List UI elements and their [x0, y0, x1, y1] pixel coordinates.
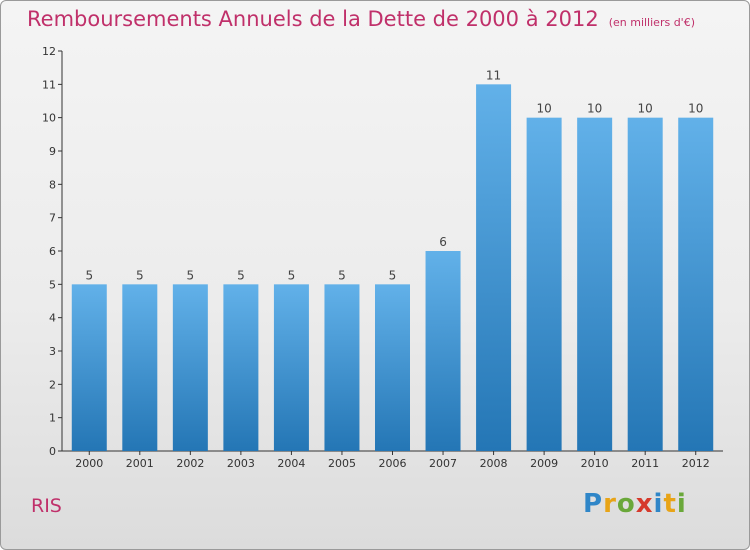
- x-tick-label-2005: 2005: [328, 457, 356, 470]
- data-label-2004: 5: [288, 268, 296, 282]
- bar-2004: [273, 284, 309, 451]
- data-label-2012: 10: [688, 102, 703, 116]
- y-tick-label: 1: [49, 412, 56, 425]
- logo-letter: o: [616, 489, 636, 519]
- x-tick-label-2011: 2011: [631, 457, 659, 470]
- x-tick-label-2004: 2004: [277, 457, 305, 470]
- y-tick-label: 11: [42, 78, 56, 91]
- data-label-2000: 5: [85, 268, 93, 282]
- y-tick-label: 4: [49, 312, 56, 325]
- x-tick-label-2000: 2000: [75, 457, 103, 470]
- logo-letter: r: [603, 489, 617, 519]
- data-label-2007: 6: [439, 235, 447, 249]
- x-tick-label-2003: 2003: [227, 457, 255, 470]
- x-tick-label-2002: 2002: [176, 457, 204, 470]
- bar-2008: [476, 84, 512, 451]
- city-name: RIS: [31, 495, 62, 517]
- chart-title-row: Remboursements Annuels de la Dette de 20…: [27, 7, 695, 31]
- y-tick-label: 9: [49, 145, 56, 158]
- data-label-2009: 10: [536, 102, 551, 116]
- y-tick-label: 6: [49, 245, 56, 258]
- x-tick-label-2008: 2008: [480, 457, 508, 470]
- logo-letter: t: [663, 489, 677, 519]
- chart-bars: [71, 84, 714, 452]
- logo-letter: x: [635, 489, 654, 519]
- chart-unit: (en milliers d'€): [608, 16, 695, 29]
- bar-2007: [425, 251, 461, 451]
- data-label-2010: 10: [587, 102, 602, 116]
- bar-2012: [678, 117, 714, 452]
- y-tick-label: 10: [42, 112, 56, 125]
- bar-2006: [375, 284, 410, 451]
- chart-title: Remboursements Annuels de la Dette de 20…: [27, 7, 599, 31]
- data-label-2008: 11: [486, 68, 501, 82]
- bar-2000: [71, 284, 107, 451]
- chart-data-labels: 5 5 5 5 5 5 5 6 11 10 10 10 10: [85, 68, 703, 282]
- bar-2009: [526, 117, 562, 452]
- bar-2002: [172, 284, 208, 451]
- data-label-2003: 5: [237, 268, 245, 282]
- data-label-2001: 5: [136, 268, 144, 282]
- y-tick-label: 5: [49, 278, 56, 291]
- x-tick-label-2010: 2010: [581, 457, 609, 470]
- bar-2010: [577, 117, 613, 452]
- data-label-2011: 10: [638, 102, 653, 116]
- bar-2001: [122, 284, 158, 451]
- bar-2011: [627, 117, 663, 452]
- y-tick-label: 8: [49, 178, 56, 191]
- logo-letter: i: [653, 489, 664, 519]
- x-tick-label-2001: 2001: [126, 457, 154, 470]
- y-tick-label: 0: [49, 445, 56, 458]
- proxiti-logo: Proxiti: [583, 489, 687, 519]
- logo-letter: P: [583, 489, 604, 519]
- logo-letter: i: [676, 489, 687, 519]
- y-tick-label: 7: [49, 212, 56, 225]
- bar-2005: [324, 284, 360, 451]
- y-tick-label: 12: [42, 45, 56, 58]
- y-tick-label: 2: [49, 378, 56, 391]
- data-label-2005: 5: [338, 268, 346, 282]
- x-tick-label-2012: 2012: [682, 457, 710, 470]
- data-label-2002: 5: [187, 268, 195, 282]
- data-label-2006: 5: [389, 268, 397, 282]
- bar-2003: [223, 284, 259, 451]
- x-tick-label-2006: 2006: [379, 457, 407, 470]
- y-tick-label: 3: [49, 345, 56, 358]
- x-tick-label-2007: 2007: [429, 457, 457, 470]
- x-tick-label-2009: 2009: [530, 457, 558, 470]
